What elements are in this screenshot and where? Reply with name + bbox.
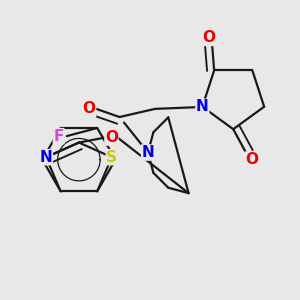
Text: O: O: [202, 30, 216, 45]
Text: N: N: [196, 99, 209, 114]
Text: N: N: [142, 145, 154, 160]
Text: S: S: [106, 150, 117, 165]
Text: F: F: [53, 129, 64, 144]
Text: O: O: [82, 101, 96, 116]
Text: O: O: [245, 152, 258, 167]
Text: O: O: [105, 130, 118, 145]
Text: N: N: [40, 150, 52, 165]
